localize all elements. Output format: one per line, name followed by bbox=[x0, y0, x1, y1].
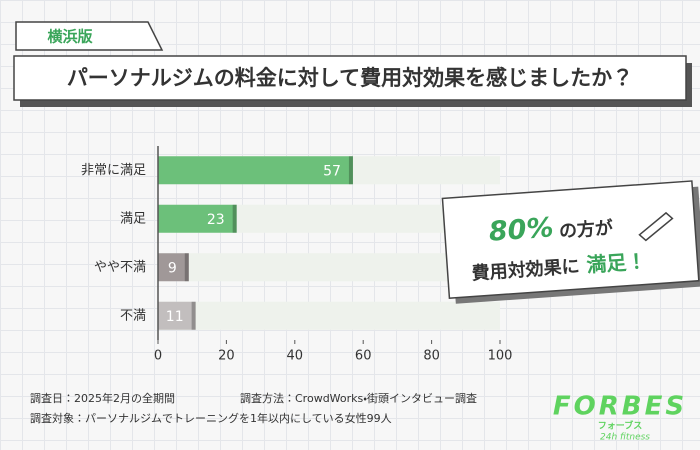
pen-icon bbox=[638, 211, 674, 242]
x-tick-label: 100 bbox=[488, 349, 513, 364]
data-label: 9 bbox=[168, 260, 177, 276]
x-tick-label: 40 bbox=[287, 349, 304, 364]
note-target: 調査対象：パーソナルジムでトレーニングを1年以内にしている女性99人 bbox=[30, 411, 392, 425]
callout-highlight: 満足！ bbox=[586, 249, 648, 277]
callout: 80% の方が 費用対効果に 満足！ bbox=[441, 180, 700, 304]
x-tick-label: 0 bbox=[154, 349, 162, 364]
y-tick-label: 満足 bbox=[120, 211, 146, 226]
bar-edge bbox=[348, 156, 353, 185]
logo-name: FORBES bbox=[553, 392, 687, 422]
tag-box bbox=[15, 21, 164, 51]
title: パーソナルジムの料金に対して費用対効果を感じましたか？ bbox=[67, 66, 633, 90]
y-tick-label: やや不満 bbox=[94, 260, 146, 275]
callout-percent: 80% bbox=[488, 212, 555, 247]
chart: 0 20 40 60 80 100 非常に満足 57 満足 23 やや不満 9 不満 11 bbox=[81, 146, 512, 364]
note-method: 調査方法：CrowdWorks・街頭インタビュー調査 bbox=[240, 391, 477, 405]
data-label: 23 bbox=[207, 212, 225, 228]
x-tick-label: 60 bbox=[355, 349, 372, 364]
bar bbox=[158, 204, 237, 233]
logo-sub: 24h fitness bbox=[600, 433, 650, 443]
y-tick-label: 非常に満足 bbox=[81, 163, 146, 178]
bar bbox=[158, 156, 353, 185]
bar-edge bbox=[191, 301, 196, 330]
bar-edge bbox=[184, 253, 189, 282]
bar bbox=[158, 253, 189, 282]
bar-track bbox=[158, 301, 500, 330]
note-date: 調査日：2025年2月の全期間 bbox=[30, 391, 175, 405]
callout-line1: の方が bbox=[558, 217, 613, 243]
data-label: 11 bbox=[166, 309, 184, 325]
x-tick-label: 80 bbox=[423, 349, 440, 364]
title-box bbox=[13, 55, 687, 101]
x-tick-label: 20 bbox=[218, 349, 235, 364]
y-tick-label: 不満 bbox=[120, 308, 146, 323]
tag: 横浜版 bbox=[47, 28, 93, 46]
data-label: 57 bbox=[323, 163, 341, 179]
callout-box bbox=[441, 180, 700, 299]
bar-edge bbox=[232, 204, 237, 233]
logo-kana: フォーブス bbox=[598, 420, 642, 432]
bar-track bbox=[158, 253, 500, 282]
bar bbox=[158, 301, 196, 330]
